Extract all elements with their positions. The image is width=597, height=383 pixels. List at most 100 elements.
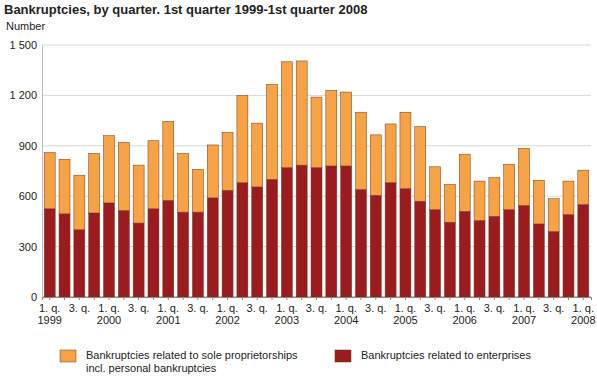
tick: 3. q. bbox=[424, 297, 445, 314]
tick bbox=[183, 297, 184, 300]
tick-mark bbox=[79, 297, 80, 300]
tick-label: 1. q.2008 bbox=[571, 302, 595, 327]
tick-mark bbox=[553, 297, 554, 300]
x-axis: 1. q.19993. q.1. q.20003. q.1. q.20013. … bbox=[37, 297, 595, 326]
bar bbox=[400, 112, 411, 188]
bar bbox=[163, 200, 174, 297]
tick-mark bbox=[286, 297, 287, 300]
tick-label: 900 bbox=[19, 140, 37, 152]
tick: 1. q.2007 bbox=[512, 297, 536, 326]
tick-mark bbox=[49, 297, 50, 300]
series bbox=[44, 61, 589, 232]
bar bbox=[444, 184, 455, 222]
bar bbox=[104, 203, 115, 297]
tick-mark bbox=[494, 297, 495, 300]
tick-mark bbox=[479, 297, 480, 300]
bar bbox=[489, 178, 500, 217]
tick-mark bbox=[197, 297, 198, 300]
legend-label: Bankruptcies related to sole proprietors… bbox=[86, 349, 298, 374]
tick bbox=[94, 297, 95, 300]
tick-label: 1. q.2005 bbox=[393, 302, 417, 327]
tick-mark bbox=[524, 297, 525, 300]
grid-line bbox=[42, 95, 591, 96]
tick: 3. q. bbox=[69, 297, 90, 314]
bar bbox=[296, 165, 307, 297]
bar bbox=[237, 95, 248, 182]
tick: 300 bbox=[19, 241, 42, 253]
bar bbox=[548, 199, 559, 232]
bar bbox=[59, 214, 70, 297]
tick-label: 3. q. bbox=[306, 302, 327, 314]
legend: Bankruptcies related to sole proprietors… bbox=[60, 349, 531, 374]
bar bbox=[504, 210, 515, 297]
tick-label: 1. q.1999 bbox=[37, 302, 61, 327]
bar bbox=[222, 190, 233, 297]
bar bbox=[252, 123, 263, 187]
bar bbox=[519, 205, 530, 297]
tick-mark bbox=[183, 297, 184, 300]
bar bbox=[178, 153, 189, 212]
tick-label: 3. q. bbox=[187, 302, 208, 314]
tick bbox=[331, 297, 332, 300]
tick: 3. q. bbox=[128, 297, 149, 314]
bar bbox=[59, 159, 70, 214]
tick-mark bbox=[331, 297, 332, 300]
tick-mark bbox=[257, 297, 258, 300]
legend-item: Bankruptcies related to enterprises bbox=[335, 349, 531, 362]
tick bbox=[479, 297, 480, 300]
bar bbox=[207, 198, 218, 297]
grid bbox=[42, 45, 591, 297]
bar bbox=[459, 154, 470, 211]
bar bbox=[563, 181, 574, 215]
tick bbox=[301, 297, 302, 300]
tick-label: 3. q. bbox=[128, 302, 149, 314]
bar bbox=[430, 167, 441, 210]
tick-mark bbox=[360, 297, 361, 300]
tick-mark bbox=[108, 297, 109, 300]
bar bbox=[548, 231, 559, 297]
tick bbox=[420, 297, 421, 300]
bar bbox=[444, 222, 455, 297]
tick-mark bbox=[123, 297, 124, 300]
tick-label: 1. q.2007 bbox=[512, 302, 536, 327]
tick-label: 1. q.2006 bbox=[452, 302, 476, 327]
bar bbox=[89, 213, 100, 297]
tick-label: 0 bbox=[31, 291, 37, 303]
bar bbox=[519, 148, 530, 205]
bar bbox=[459, 211, 470, 297]
tick bbox=[568, 297, 569, 300]
tick-mark bbox=[227, 297, 228, 300]
tick bbox=[153, 297, 154, 300]
tick: 1. q.1999 bbox=[37, 297, 61, 326]
bar bbox=[104, 136, 115, 203]
tick-label: 3. q. bbox=[365, 302, 386, 314]
bar bbox=[504, 164, 515, 209]
bar bbox=[489, 216, 500, 297]
bar bbox=[326, 166, 337, 297]
legend-label: Bankruptcies related to enterprises bbox=[361, 349, 531, 361]
tick-mark bbox=[64, 297, 65, 300]
bar bbox=[281, 168, 292, 297]
tick-label: 3. q. bbox=[424, 302, 445, 314]
tick bbox=[123, 297, 124, 300]
tick bbox=[449, 297, 450, 300]
tick: 3. q. bbox=[365, 297, 386, 314]
legend-item: Bankruptcies related to sole proprietors… bbox=[60, 349, 298, 374]
tick: 600 bbox=[19, 190, 42, 202]
bar bbox=[192, 212, 203, 297]
bar bbox=[563, 215, 574, 297]
tick: 3. q. bbox=[306, 297, 327, 314]
tick bbox=[360, 297, 361, 300]
bar bbox=[133, 223, 144, 297]
bar bbox=[385, 124, 396, 183]
bar bbox=[237, 183, 248, 297]
tick-label: 3. q. bbox=[247, 302, 268, 314]
tick-label: 1. q.2003 bbox=[275, 302, 299, 327]
tick: 1. q.2003 bbox=[275, 297, 299, 326]
tick bbox=[538, 297, 539, 300]
tick-mark bbox=[509, 297, 510, 300]
tick-mark bbox=[538, 297, 539, 300]
bar bbox=[296, 61, 307, 165]
bar bbox=[355, 189, 366, 297]
bar bbox=[415, 201, 426, 297]
